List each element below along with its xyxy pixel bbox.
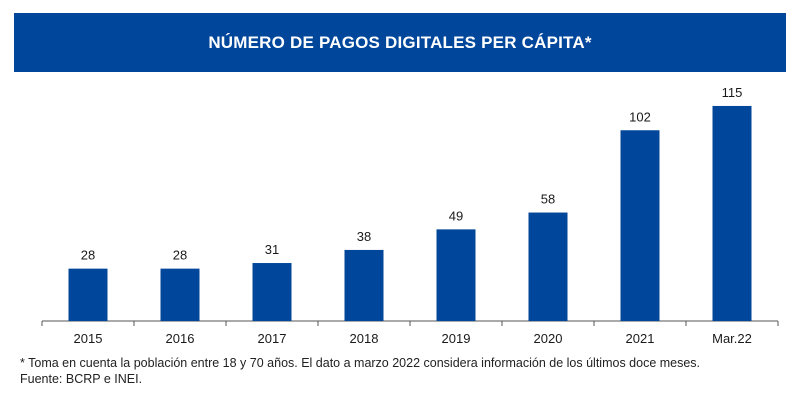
x-tick-label: 2016 — [166, 331, 195, 346]
chart-title-banner: NÚMERO DE PAGOS DIGITALES PER CÁPITA* — [14, 13, 786, 72]
bar-2021 — [620, 130, 660, 321]
data-label: 102 — [629, 109, 651, 124]
data-label: 28 — [173, 248, 187, 263]
bar-2018 — [344, 249, 384, 321]
bar-2019 — [436, 229, 476, 321]
footnote-block: * Toma en cuenta la población entre 18 y… — [20, 355, 700, 387]
x-tick-label: 2017 — [258, 331, 287, 346]
data-label: 58 — [541, 192, 555, 207]
x-tick-label: 2019 — [442, 331, 471, 346]
data-label: 31 — [265, 242, 279, 257]
data-label: 38 — [357, 229, 371, 244]
bar-mar-22 — [712, 105, 752, 321]
data-label: 28 — [81, 248, 95, 263]
chart-title: NÚMERO DE PAGOS DIGITALES PER CÁPITA* — [208, 32, 592, 52]
bar-2016 — [160, 268, 200, 321]
x-tick-label: 2018 — [350, 331, 379, 346]
x-tick-label: 2021 — [626, 331, 655, 346]
data-label: 49 — [449, 208, 463, 223]
x-tick-label: 2020 — [534, 331, 563, 346]
bar-2015 — [68, 268, 108, 321]
x-tick-label: 2015 — [74, 331, 103, 346]
bar-2020 — [528, 212, 568, 321]
x-tick-label: Mar.22 — [712, 331, 752, 346]
source-text: Fuente: BCRP e INEI. — [20, 372, 143, 386]
bar-2017 — [252, 263, 292, 321]
data-label: 115 — [722, 85, 743, 100]
footnote-text: * Toma en cuenta la población entre 18 y… — [20, 356, 701, 370]
